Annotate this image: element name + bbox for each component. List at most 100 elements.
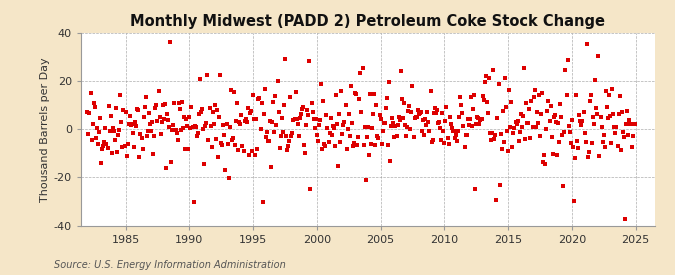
Point [495,132,506,136]
Point [171,130,182,135]
Point [352,143,362,147]
Point [436,138,447,142]
Point [629,122,640,126]
Point [553,120,564,125]
Point [161,166,171,170]
Point [589,122,599,126]
Point [271,122,282,127]
Point [429,106,440,111]
Point [500,76,510,80]
Point [134,155,145,159]
Point [577,119,588,123]
Point [157,119,167,124]
Point [281,148,292,152]
Point [381,95,392,100]
Point [354,96,364,101]
Point [349,141,360,145]
Point [222,142,233,146]
Point [179,115,190,119]
Point [521,101,532,106]
Point [253,96,264,101]
Point [446,126,457,131]
Point [104,129,115,133]
Point [252,147,263,151]
Point [83,132,94,136]
Point [224,124,235,129]
Point [114,128,125,133]
Point [344,112,354,116]
Point [335,140,346,145]
Point [374,113,385,117]
Point [155,131,166,136]
Point [402,125,412,130]
Point [570,156,580,160]
Point [199,162,210,166]
Point [610,130,621,135]
Point [410,115,421,120]
Point [620,121,631,126]
Point [462,117,473,122]
Point [498,140,509,144]
Point [287,131,298,135]
Point [165,40,176,45]
Point [564,130,575,135]
Point [153,89,164,93]
Point [259,112,269,117]
Point [546,135,557,139]
Point [364,92,375,97]
Point [269,130,279,134]
Point [249,117,260,121]
Point [505,125,516,129]
Point [414,111,425,115]
Point [103,104,114,108]
Point [601,89,612,93]
Point [205,124,216,128]
Point [109,128,119,133]
Point [173,101,184,105]
Point [84,111,95,115]
Point [353,134,364,139]
Point [431,108,442,112]
Point [535,134,545,138]
Point [531,110,542,114]
Point [88,100,99,105]
Point [169,101,180,105]
Point [392,123,403,128]
Point [481,74,491,78]
Point [255,127,266,131]
Point [316,81,327,86]
Point [323,140,334,145]
Point [288,118,299,122]
Point [426,139,437,144]
Point [230,142,240,147]
Point [418,118,429,122]
Point [220,168,231,172]
Point [518,65,529,70]
Point [229,90,240,94]
Point [251,117,262,121]
Point [313,139,323,143]
Point [605,113,616,118]
Point [300,150,310,155]
Point [429,111,439,115]
Point [151,102,162,107]
Point [86,138,97,143]
Point [211,108,222,112]
Point [440,119,451,123]
Point [556,115,566,119]
Point [274,146,285,150]
Point [613,111,624,116]
Point [159,102,170,106]
Point [144,122,155,126]
Point [273,109,284,114]
Point [202,73,213,77]
Point [368,112,379,117]
Point [414,111,425,116]
Point [137,147,148,152]
Point [102,146,113,150]
Point [466,95,477,99]
Point [126,122,136,127]
Point [272,79,283,83]
Point [279,103,290,107]
Point [164,125,175,129]
